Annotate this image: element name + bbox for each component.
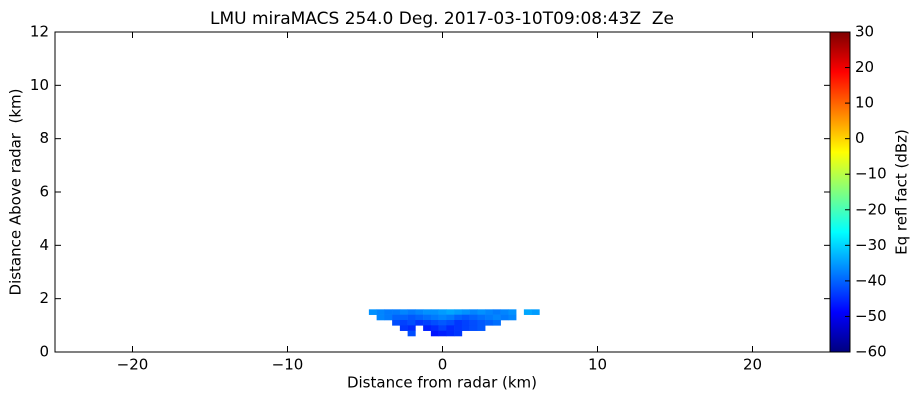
echo-cell xyxy=(477,309,486,315)
echo-cell xyxy=(415,309,424,315)
y-tick-label: 6 xyxy=(39,183,49,201)
echo-cell xyxy=(430,325,439,331)
echo-cell xyxy=(399,309,408,315)
echo-cell xyxy=(477,325,486,331)
echo-cell xyxy=(430,320,439,326)
echo-cell xyxy=(446,309,455,315)
echo-cell xyxy=(423,325,432,331)
echo-cell xyxy=(461,314,470,321)
echo-cell xyxy=(477,320,486,326)
echo-cell xyxy=(523,309,532,315)
echo-cell xyxy=(415,314,424,321)
echo-cell xyxy=(407,325,416,331)
y-tick-label: 10 xyxy=(30,76,49,94)
x-axis-label: Distance from radar (km) xyxy=(347,374,537,392)
x-tick-label: −10 xyxy=(272,356,304,374)
echo-cell xyxy=(446,330,455,337)
echo-cell xyxy=(469,320,478,326)
echo-cell xyxy=(454,309,463,315)
echo-cell xyxy=(399,314,408,321)
echo-cell xyxy=(469,314,478,321)
y-axis-label: Distance Above radar (km) xyxy=(7,89,25,296)
echo-cell xyxy=(454,320,463,326)
colorbar-tick-label: −10 xyxy=(855,165,887,183)
echo-cell xyxy=(485,320,494,326)
echo-cell xyxy=(399,320,408,326)
echo-cell xyxy=(446,325,455,331)
colorbar-tick-label: −50 xyxy=(855,307,887,325)
colorbar-tick-label: −30 xyxy=(855,236,887,254)
colorbar-tick-label: −20 xyxy=(855,200,887,218)
echo-cell xyxy=(407,320,416,326)
echo-cell xyxy=(500,314,509,321)
x-tick-label: −20 xyxy=(117,356,149,374)
colorbar-tick-label: 30 xyxy=(855,23,874,41)
echo-cell xyxy=(446,314,455,321)
echo-cell xyxy=(438,330,447,337)
echo-cell xyxy=(492,314,501,321)
colorbar-label: Eq refl fact (dBz) xyxy=(893,129,911,255)
echo-cell xyxy=(392,320,401,326)
colorbar-tick-label: 20 xyxy=(855,58,874,76)
echo-cell xyxy=(407,314,416,321)
echo-cell xyxy=(438,309,447,315)
echo-cell xyxy=(438,314,447,321)
y-tick-label: 8 xyxy=(39,129,49,147)
echo-cell xyxy=(438,320,447,326)
plot-frame xyxy=(54,31,831,353)
echo-cell xyxy=(469,309,478,315)
echo-cell xyxy=(477,314,486,321)
echo-cell xyxy=(407,330,416,337)
echo-cell xyxy=(446,320,455,326)
echo-cell xyxy=(469,325,478,331)
echo-cell xyxy=(461,309,470,315)
echo-cell xyxy=(368,309,377,315)
echo-cell xyxy=(384,309,393,315)
echo-cell xyxy=(407,309,416,315)
echo-cell xyxy=(392,309,401,315)
echo-cell xyxy=(438,325,447,331)
echo-cell xyxy=(430,314,439,321)
echo-cell xyxy=(492,320,501,326)
echo-cell xyxy=(508,309,517,315)
echo-cell xyxy=(485,309,494,315)
echo-cell xyxy=(430,309,439,315)
x-tick-label: 0 xyxy=(438,356,448,374)
echo-cell xyxy=(392,314,401,321)
echo-cell xyxy=(415,320,424,326)
x-tick-label: 10 xyxy=(588,356,607,374)
echo-cell xyxy=(423,314,432,321)
y-tick-label: 12 xyxy=(30,23,49,41)
y-tick-label: 4 xyxy=(39,236,49,254)
colorbar-tick-label: −60 xyxy=(855,343,887,361)
chart-title: LMU miraMACS 254.0 Deg. 2017-03-10T09:08… xyxy=(210,9,674,29)
colorbar-tick-label: 0 xyxy=(855,129,865,147)
echo-cell xyxy=(376,309,385,315)
y-tick-label: 0 xyxy=(39,343,49,361)
x-tick-label: 20 xyxy=(743,356,762,374)
echo-cell xyxy=(461,325,470,331)
colorbar-tick-label: 10 xyxy=(855,94,874,112)
echo-cell xyxy=(454,314,463,321)
colorbar xyxy=(829,31,851,353)
echo-cell xyxy=(492,309,501,315)
echo-cell xyxy=(454,325,463,331)
echo-cell xyxy=(376,314,385,321)
colorbar-tick-label: −40 xyxy=(855,271,887,289)
echo-cell xyxy=(485,314,494,321)
echo-cell xyxy=(531,309,540,315)
echo-cell xyxy=(461,320,470,326)
echo-cell xyxy=(508,314,517,321)
echo-cell xyxy=(423,320,432,326)
echo-cell xyxy=(454,330,463,337)
echo-cell xyxy=(500,309,509,315)
y-tick-label: 2 xyxy=(39,289,49,307)
echo-cell xyxy=(430,330,439,337)
echo-cell xyxy=(423,309,432,315)
echo-cell xyxy=(399,325,408,331)
echo-cell xyxy=(384,314,393,321)
